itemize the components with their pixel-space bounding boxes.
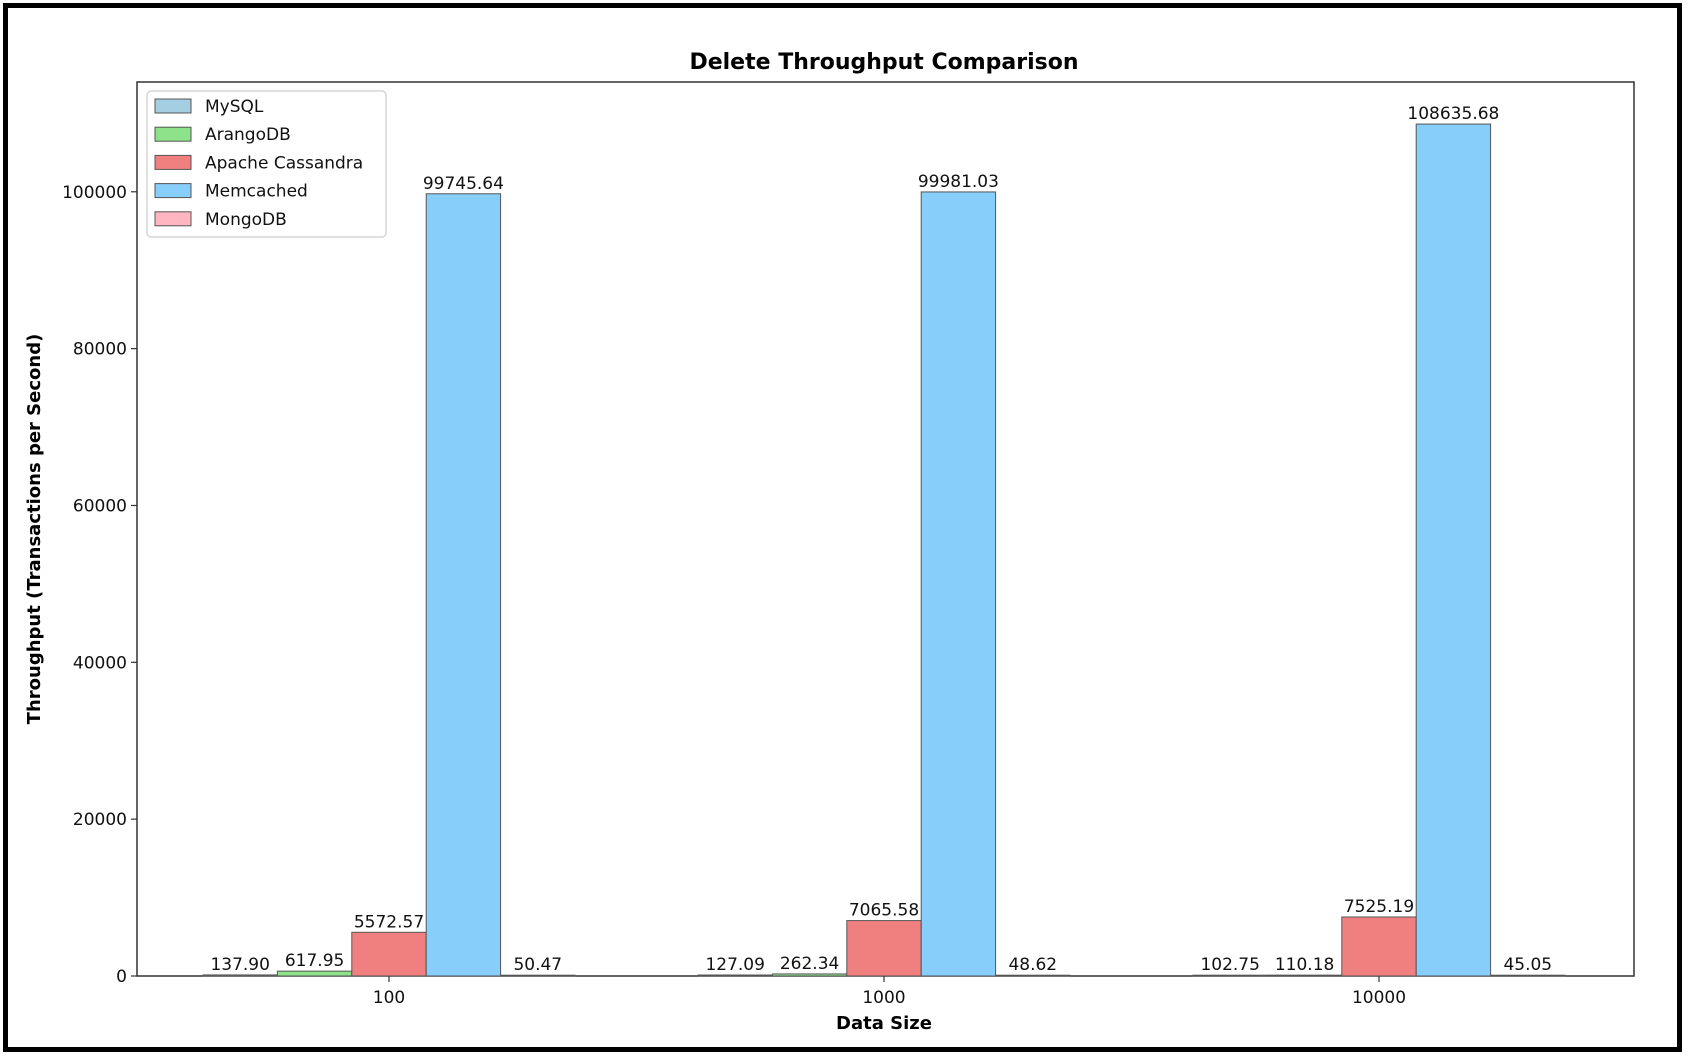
bar-value-label: 99981.03 [918, 172, 999, 192]
legend-box [146, 90, 387, 238]
bars-group [202, 123, 1566, 977]
bar-apache-cassandra-100 [351, 931, 427, 977]
legend-label: ArangoDB [205, 125, 291, 145]
y-tick-label: 80000 [73, 340, 127, 360]
bar-apache-cassandra-10000 [1341, 916, 1417, 977]
chart-title: Delete Throughput Comparison [689, 50, 1078, 75]
legend-label: MongoDB [205, 210, 287, 230]
y-tick-label: 20000 [73, 810, 127, 830]
bar-mongodb-10000 [1490, 974, 1566, 977]
bar-value-label: 262.34 [780, 954, 839, 974]
bar-mysql-1000 [697, 974, 773, 977]
bar-value-label: 127.09 [705, 955, 764, 975]
bar-value-label: 50.47 [513, 955, 562, 975]
bar-value-label: 99745.64 [423, 174, 504, 194]
bar-memcached-10000 [1415, 123, 1492, 977]
bar-mysql-10000 [1192, 974, 1268, 977]
y-axis-label: Throughput (Transactions per Second) [24, 334, 45, 725]
x-axis: 100 1000 10000 [373, 976, 1406, 1008]
bar-mysql-100 [202, 974, 278, 977]
y-tick-label: 40000 [73, 653, 127, 673]
bar-apache-cassandra-1000 [846, 920, 922, 977]
x-tick-label: 1000 [862, 988, 905, 1008]
bar-value-label: 108635.68 [1407, 104, 1499, 124]
y-tick-label: 60000 [73, 496, 127, 516]
x-tick-label: 10000 [1352, 988, 1406, 1008]
bar-value-label: 110.18 [1275, 955, 1334, 975]
legend-swatch-memcached [154, 183, 192, 199]
bar-value-label: 137.90 [210, 955, 269, 975]
bar-value-label: 48.62 [1008, 955, 1057, 975]
bar-arangodb-1000 [771, 973, 848, 977]
bar-memcached-1000 [920, 191, 997, 977]
bar-memcached-100 [425, 193, 502, 977]
legend-label: Memcached [205, 182, 308, 202]
legend-swatch-apache-cassandra [154, 154, 192, 170]
legend-label: MySQL [205, 97, 264, 117]
bar-mongodb-1000 [995, 974, 1071, 977]
legend-swatch-mongodb [154, 211, 192, 227]
bar-arangodb-10000 [1266, 974, 1343, 977]
bar-value-label: 617.95 [285, 951, 344, 971]
legend: MySQL ArangoDB Apache Cassandra Memcached Mo… [146, 90, 387, 238]
bar-labels-group: 137.90 127.09 102.75 617.95 262.34 110.18 5572… [210, 104, 1552, 975]
y-tick-label: 0 [116, 967, 127, 987]
legend-label: Apache Cassandra [205, 153, 363, 173]
bar-value-label: 7065.58 [849, 901, 919, 921]
bar-arangodb-100 [276, 970, 353, 977]
bar-mongodb-100 [500, 974, 576, 977]
legend-swatch-arangodb [154, 126, 192, 142]
bar-value-label: 7525.19 [1344, 897, 1414, 917]
bar-value-label: 102.75 [1200, 955, 1259, 975]
bar-value-label: 5572.57 [354, 912, 424, 932]
legend-swatch-mysql [154, 98, 192, 114]
x-tick-label: 100 [373, 988, 405, 1008]
y-axis: 0 20000 40000 60000 80000 100000 [62, 183, 137, 987]
y-tick-label: 100000 [62, 183, 127, 203]
x-axis-label: Data Size [836, 1013, 932, 1034]
bar-value-label: 45.05 [1503, 955, 1552, 975]
